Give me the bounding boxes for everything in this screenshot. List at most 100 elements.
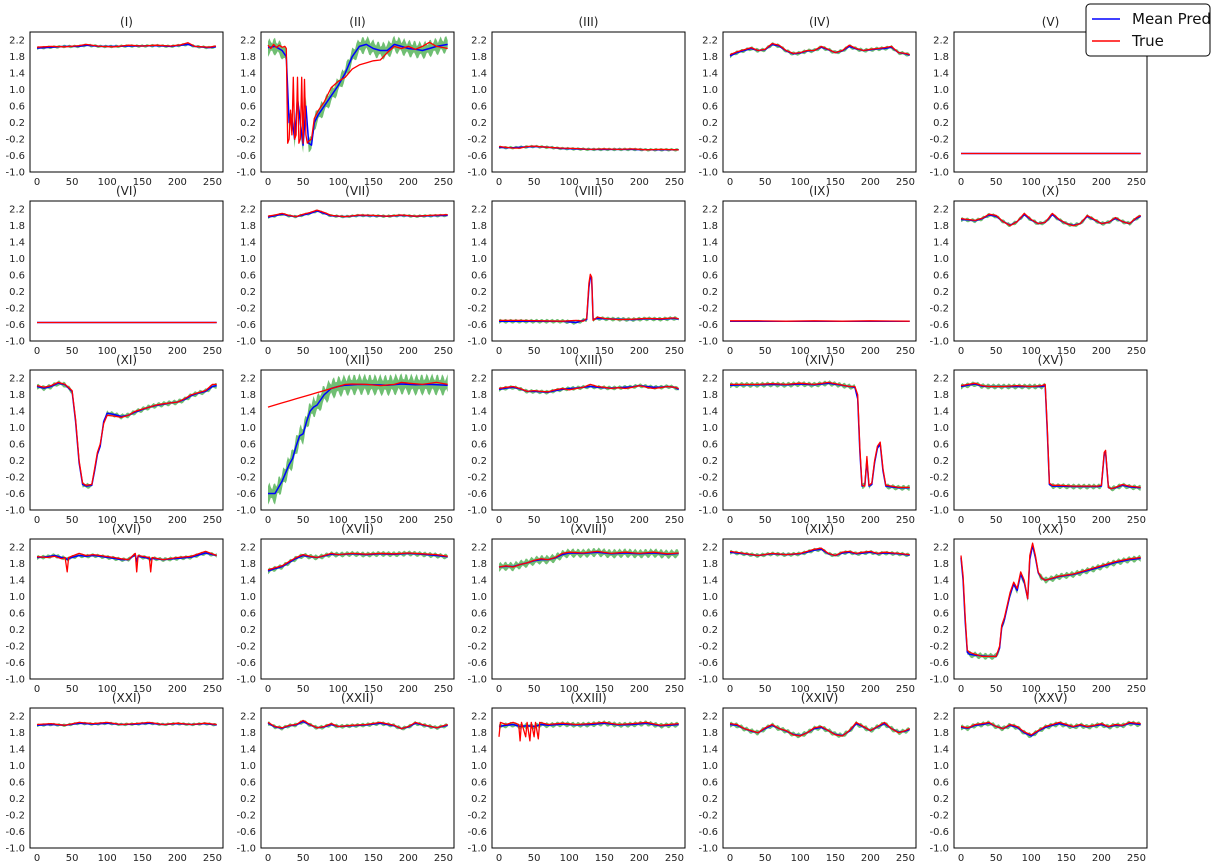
ytick-label: 1.4 [9, 576, 25, 587]
xtick-label: 250 [896, 853, 915, 864]
ytick-label: 1.4 [471, 407, 487, 418]
xtick-label: 100 [1022, 684, 1041, 695]
ytick-label: -0.2 [698, 642, 718, 653]
mean-pred-line [960, 383, 1141, 490]
true-line [267, 719, 448, 730]
xtick-label: 100 [1022, 177, 1041, 188]
ytick-label: -0.6 [467, 151, 487, 162]
xtick-label: 200 [168, 853, 187, 864]
xtick-label: 50 [66, 684, 79, 695]
panel-24: (XXIV) -1.0 -0.6 -0.2 0.2 0.6 1.0 1.4 1.8 2.2 0 50 1… [698, 691, 917, 864]
ytick-label: 0.6 [9, 102, 25, 113]
xtick-label: 50 [66, 515, 79, 526]
xtick-label: 50 [759, 346, 772, 357]
axes-frame [953, 369, 1148, 511]
ytick-label: 0.2 [702, 625, 718, 636]
xtick-label: 100 [98, 684, 117, 695]
xtick-label: 250 [203, 684, 222, 695]
ytick-label: -1.0 [236, 844, 256, 855]
panel-14: (XIV) -1.0 -0.6 -0.2 0.2 0.6 1.0 1.4 1.8 2.2 0 50 10… [698, 353, 917, 526]
ytick-label: 0.6 [702, 778, 718, 789]
axes-frame [953, 538, 1148, 680]
ytick-label: -0.6 [698, 658, 718, 669]
panel-6: (VI) -1.0 -0.6 -0.2 0.2 0.6 1.0 1.4 1.8 2.2 0 50 100… [5, 184, 224, 357]
xtick-label: 200 [630, 853, 649, 864]
ytick-label: -0.6 [467, 489, 487, 500]
xtick-label: 100 [329, 853, 348, 864]
ytick-label: 2.2 [471, 712, 487, 723]
panel-20: (XX) -1.0 -0.6 -0.2 0.2 0.6 1.0 1.4 1.8 2.2 0 50 100… [929, 522, 1148, 695]
ytick-label: 1.4 [240, 576, 256, 587]
ytick-label: 2.2 [471, 543, 487, 554]
xtick-label: 100 [329, 684, 348, 695]
ytick-label: -0.2 [929, 473, 949, 484]
ytick-label: -0.6 [236, 489, 256, 500]
xtick-label: 150 [826, 177, 845, 188]
xtick-label: 200 [1092, 853, 1111, 864]
uncertainty-band [268, 373, 448, 505]
axes-frame [260, 707, 455, 849]
ytick-label: 1.4 [9, 745, 25, 756]
panel-17: (XVII) -1.0 -0.6 -0.2 0.2 0.6 1.0 1.4 1.8 2.2 0 50 1… [236, 522, 455, 695]
xtick-label: 0 [496, 515, 502, 526]
ytick-label: 1.8 [240, 728, 256, 739]
xtick-label: 150 [1057, 177, 1076, 188]
ytick-label: 1.0 [933, 761, 949, 772]
ytick-label: -1.0 [467, 675, 487, 686]
xtick-label: 200 [861, 515, 880, 526]
ytick-label: 1.0 [702, 592, 718, 603]
xtick-label: 50 [990, 684, 1003, 695]
xtick-label: 0 [496, 853, 502, 864]
ytick-label: -0.6 [698, 489, 718, 500]
ytick-label: -0.6 [236, 658, 256, 669]
uncertainty-band [961, 381, 1141, 492]
ytick-label: 1.4 [933, 69, 949, 80]
xtick-label: 50 [990, 515, 1003, 526]
ytick-label: 1.8 [240, 221, 256, 232]
ytick-label: 0.6 [9, 271, 25, 282]
axes-frame [491, 31, 686, 173]
xtick-label: 250 [434, 346, 453, 357]
ytick-label: 2.2 [471, 36, 487, 47]
xtick-label: 150 [133, 853, 152, 864]
xtick-label: 50 [528, 346, 541, 357]
xtick-label: 200 [399, 853, 418, 864]
xtick-label: 100 [560, 346, 579, 357]
xtick-label: 100 [791, 346, 810, 357]
uncertainty-band [499, 144, 679, 152]
xtick-label: 200 [861, 177, 880, 188]
xtick-label: 200 [1092, 346, 1111, 357]
ytick-label: 1.0 [471, 254, 487, 265]
ytick-label: 0.2 [9, 287, 25, 298]
xtick-label: 150 [826, 515, 845, 526]
ytick-label: 1.4 [471, 576, 487, 587]
ytick-label: 1.8 [933, 52, 949, 63]
xtick-label: 0 [496, 346, 502, 357]
ytick-label: -0.6 [467, 320, 487, 331]
true-line [729, 42, 910, 56]
true-line [498, 145, 679, 151]
ytick-label: 2.2 [702, 543, 718, 554]
xtick-label: 150 [364, 684, 383, 695]
true-line [729, 547, 910, 557]
xtick-label: 150 [133, 177, 152, 188]
xtick-label: 50 [297, 177, 310, 188]
ytick-label: 0.6 [471, 440, 487, 451]
ytick-label: 0.6 [702, 271, 718, 282]
xtick-label: 100 [791, 853, 810, 864]
xtick-label: 0 [958, 177, 964, 188]
ytick-label: -0.6 [5, 827, 25, 838]
uncertainty-band [499, 547, 679, 572]
true-line [498, 721, 679, 742]
ytick-label: -0.6 [929, 658, 949, 669]
ytick-label: 1.0 [9, 254, 25, 265]
ytick-label: 0.6 [240, 609, 256, 620]
ytick-label: -0.6 [5, 489, 25, 500]
xtick-label: 250 [203, 346, 222, 357]
ytick-label: 0.2 [933, 456, 949, 467]
axes-frame [260, 200, 455, 342]
ytick-label: 2.2 [9, 205, 25, 216]
ytick-label: 0.6 [933, 609, 949, 620]
ytick-label: 1.8 [471, 221, 487, 232]
ytick-label: 0.2 [240, 456, 256, 467]
